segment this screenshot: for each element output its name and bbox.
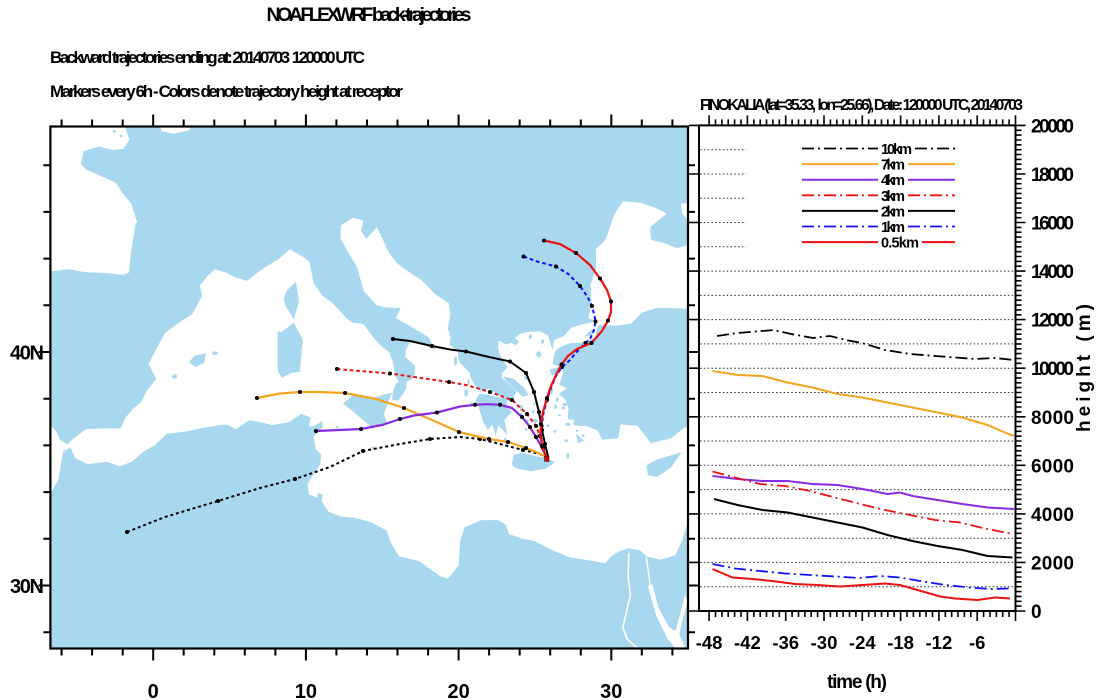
- svg-text:10: 10: [295, 681, 317, 700]
- svg-text:-48: -48: [696, 632, 723, 653]
- svg-text:30: 30: [600, 681, 622, 700]
- svg-text:height (m): height (m): [1074, 304, 1095, 432]
- svg-text:20000: 20000: [1031, 116, 1074, 137]
- svg-text:12000: 12000: [1031, 311, 1074, 332]
- svg-text:0: 0: [148, 681, 159, 700]
- svg-text:-42: -42: [734, 632, 761, 653]
- svg-text:-30: -30: [811, 632, 838, 653]
- svg-text:NOA FLEXWRF back-trajectories: NOA FLEXWRF back-trajectories: [267, 4, 472, 26]
- svg-text:3km: 3km: [881, 189, 905, 205]
- svg-text:18000: 18000: [1031, 165, 1074, 186]
- svg-text:0.5km: 0.5km: [881, 236, 919, 252]
- svg-text:7km: 7km: [881, 158, 905, 174]
- svg-text:8000: 8000: [1031, 408, 1074, 429]
- svg-text:-6: -6: [969, 632, 985, 653]
- svg-text:16000: 16000: [1031, 214, 1074, 235]
- svg-text:2km: 2km: [881, 204, 905, 220]
- svg-text:4km: 4km: [881, 173, 905, 189]
- svg-text:-36: -36: [772, 632, 799, 653]
- svg-text:10km: 10km: [881, 142, 912, 158]
- svg-text:0: 0: [1031, 602, 1042, 623]
- svg-text:4000: 4000: [1031, 505, 1074, 526]
- svg-text:-24: -24: [849, 632, 876, 653]
- svg-text:Backward trajectories ending a: Backward trajectories ending at: 2014070…: [50, 48, 365, 67]
- svg-text:-18: -18: [887, 632, 914, 653]
- svg-text:10000: 10000: [1031, 359, 1074, 380]
- svg-text:1km: 1km: [881, 220, 905, 236]
- svg-text:30N: 30N: [10, 576, 44, 598]
- svg-text:14000: 14000: [1031, 262, 1074, 283]
- svg-text:time (h): time (h): [827, 672, 887, 693]
- svg-text:FINOKALIA (lat=35.33, lon=25.: FINOKALIA (lat=35.33, lon=25.66), Date: …: [700, 97, 1023, 114]
- svg-text:Markers every 6h - Colors deno: Markers every 6h - Colors denote traject…: [50, 82, 403, 101]
- svg-text:-12: -12: [926, 632, 953, 653]
- svg-text:20: 20: [447, 681, 469, 700]
- svg-text:2000: 2000: [1031, 553, 1074, 574]
- svg-text:40N: 40N: [10, 343, 44, 365]
- svg-text:6000: 6000: [1031, 456, 1074, 477]
